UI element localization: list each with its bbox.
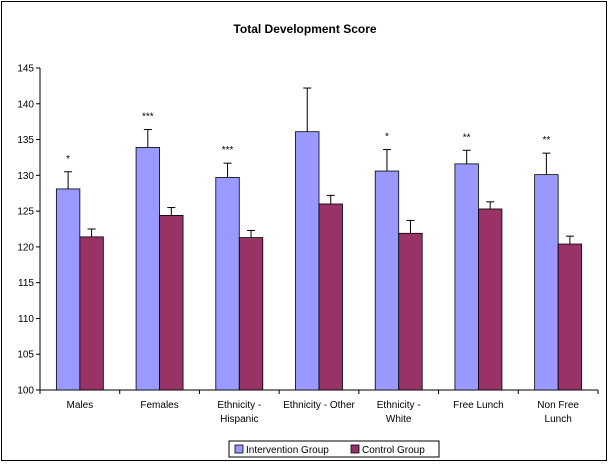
bar-control xyxy=(478,208,503,391)
x-tick-label: Free Lunch xyxy=(453,400,504,411)
bar-intervention xyxy=(295,131,320,391)
bar-intervention xyxy=(534,174,559,391)
x-tick-label: Ethnicity - Other xyxy=(283,400,355,411)
y-tick-label: 145 xyxy=(17,64,34,75)
bar-control xyxy=(238,237,264,391)
bar-control xyxy=(159,215,184,391)
y-tick-label: 100 xyxy=(17,386,34,397)
significance-marker: ** xyxy=(542,135,550,146)
legend-label-intervention: Intervention Group xyxy=(246,445,329,456)
x-tick-label: White xyxy=(386,414,412,425)
bar-intervention xyxy=(215,177,240,391)
chart-title: Total Development Score xyxy=(233,22,376,36)
significance-marker: *** xyxy=(142,112,154,123)
legend: Intervention Group Control Group xyxy=(228,440,440,458)
x-tick-label: Females xyxy=(140,400,178,411)
bar-control xyxy=(557,243,583,391)
y-tick-label: 110 xyxy=(18,314,34,325)
legend-label-control: Control Group xyxy=(362,445,425,456)
legend-swatch-control xyxy=(350,444,360,454)
y-tick-label: 125 xyxy=(17,207,34,218)
x-tick-label: Ethnicity - xyxy=(377,400,421,411)
x-tick-label: Hispanic xyxy=(220,414,258,425)
y-tick-label: 135 xyxy=(17,135,34,146)
x-tick-label: Lunch xyxy=(545,414,572,425)
bar-intervention xyxy=(135,147,160,391)
x-tick-label: Males xyxy=(67,400,94,411)
legend-swatch-intervention xyxy=(234,444,244,454)
x-tick-label: Non Free xyxy=(537,400,579,411)
legend-box xyxy=(228,440,440,458)
y-tick-label: 115 xyxy=(18,278,34,289)
bar-control xyxy=(318,203,343,391)
significance-marker: * xyxy=(385,132,389,143)
bar-intervention xyxy=(454,163,479,391)
x-tick-label: Ethnicity - xyxy=(217,400,261,411)
significance-marker: *** xyxy=(222,145,234,156)
bar-control xyxy=(398,232,423,391)
y-tick-label: 130 xyxy=(17,171,34,182)
bar-intervention xyxy=(374,170,400,391)
y-tick-label: 105 xyxy=(17,350,34,361)
y-tick-label: 140 xyxy=(17,99,34,110)
bar-control xyxy=(79,236,104,391)
significance-marker: ** xyxy=(463,132,471,143)
y-tick-label: 120 xyxy=(17,242,34,253)
bar-intervention xyxy=(55,188,81,391)
plot-area: 100105110115120125130135140145*Males***F… xyxy=(17,64,599,425)
significance-marker: * xyxy=(66,154,70,165)
